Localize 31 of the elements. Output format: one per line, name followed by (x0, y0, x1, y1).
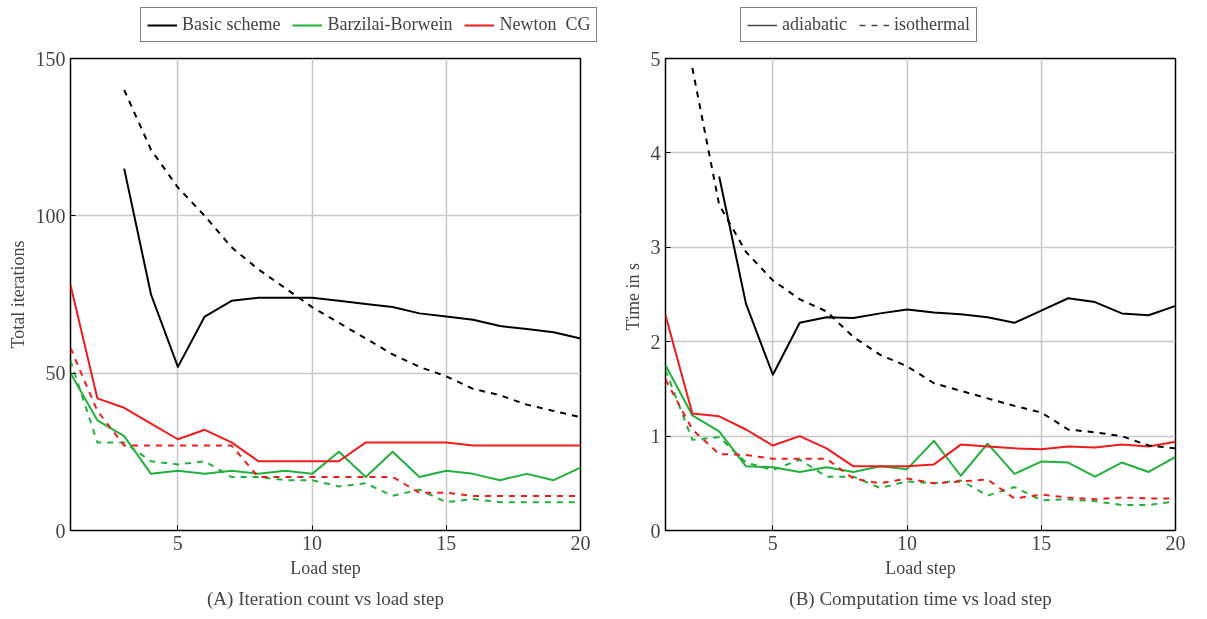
x-tick-label: 10 (302, 531, 323, 554)
text: (B) Computation time vs load step (789, 587, 1052, 610)
y-tick-label: 100 (35, 204, 66, 227)
y-axis-title: Total iterations (7, 240, 28, 349)
x-tick-label: 10 (897, 531, 918, 554)
legend-label: Barzilai-Borwein (327, 14, 453, 35)
line-series (665, 314, 1176, 468)
text: isothermal (893, 14, 970, 35)
x-tick-label: 5 (767, 531, 778, 554)
y-tick-label: 0 (55, 519, 66, 542)
text: adiabatic (782, 14, 847, 35)
x-tick-label: 15 (436, 531, 457, 554)
y-tick-label: 150 (35, 47, 66, 70)
y-axis-title: Time in s (622, 263, 643, 331)
x-axis-title: Load step (885, 557, 956, 578)
x-axis-title: Load step (290, 557, 361, 578)
x-tick-label: 20 (1165, 531, 1186, 554)
y-tick-label: 1 (650, 425, 661, 448)
y-tick-label: 5 (650, 47, 661, 70)
text: (A) Iteration count vs load step (207, 587, 444, 610)
line-series (123, 88, 581, 419)
y-tick-label: 2 (650, 330, 661, 353)
y-tick-label: 50 (45, 362, 66, 385)
y-tick-label: 0 (650, 519, 661, 542)
legend-label: Newton CG (499, 14, 591, 35)
legend-label: Basic scheme (182, 14, 281, 35)
x-tick-label: 20 (570, 531, 591, 554)
x-tick-label: 15 (1031, 531, 1052, 554)
x-tick-label: 5 (172, 531, 183, 554)
y-tick-label: 3 (650, 236, 661, 259)
y-tick-label: 4 (650, 141, 661, 164)
